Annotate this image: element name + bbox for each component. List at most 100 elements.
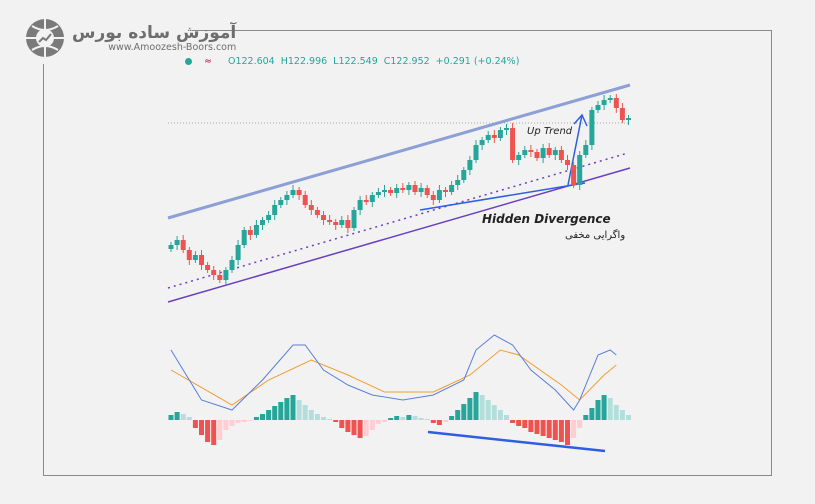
candle-body [241,230,247,245]
candle-body [302,195,308,205]
histogram-bar [192,420,198,428]
histogram-bar [479,395,485,420]
candle-body [473,145,479,160]
candle-body [558,150,564,160]
globe-chart-icon [26,19,64,57]
candle-body [406,185,412,190]
candle-body [351,210,357,228]
histogram-bar [467,398,473,420]
candle-body [589,110,595,145]
candle-body [272,205,278,215]
high-value: H122.996 [280,56,328,67]
candle-body [449,185,455,192]
histogram-bar [552,420,558,440]
histogram-bar [180,414,186,420]
candle-body [565,160,570,165]
histogram-bar [211,420,217,445]
candle-body [571,165,577,185]
up-arrow-line [567,114,583,186]
candle-body [180,240,186,250]
ohlc-legend: ≈ O122.604 H122.996 L122.549 C122.952 +0… [185,56,519,67]
candle-body [430,195,436,200]
candle-body [394,188,400,193]
candle-body [296,190,302,195]
hidden-divergence-label: Hidden Divergence [482,212,611,226]
candle-body [217,275,223,280]
candle-body [375,192,381,195]
histogram-bar [540,420,546,436]
candle-body [211,270,217,275]
histogram-bar [363,420,369,436]
histogram-bar [546,420,552,438]
candle-body [412,185,418,192]
histogram-bar [485,400,491,420]
histogram-bar [229,420,235,426]
dotted-trend-line [167,152,629,289]
candle-body [253,225,259,235]
histogram-bar [205,420,211,442]
histogram-bar [235,420,241,423]
chart-frame [43,30,772,476]
histogram-bar [333,420,339,422]
candle-body [327,220,333,222]
candle-body [613,98,619,108]
histogram-bar [430,420,436,423]
candle-body [205,265,211,270]
candle-body [583,145,589,155]
macd-line [170,334,617,411]
histogram-bar [321,417,326,420]
candle-body [546,148,552,155]
candle-body [382,190,387,192]
histogram-bar [595,400,601,420]
open-value: O122.604 [227,56,275,67]
histogram-bar [491,405,497,420]
histogram-bar [424,419,430,420]
candle-body [516,155,522,160]
histogram-bar [528,420,534,432]
histogram-bar [168,415,174,420]
histogram-bar [607,398,613,420]
histogram-bar [247,420,253,421]
candle-body [607,98,613,100]
change-value: +0.291 (+0.24%) [435,56,520,67]
candle-body [595,105,601,110]
candle-body [321,215,326,220]
histogram-bar [601,395,607,420]
divergence-price-line [419,182,586,211]
histogram-bar [516,420,522,426]
histogram-bar [339,420,345,428]
histogram-bar [522,420,528,428]
candle-body [174,240,180,245]
arrow-head-icon [573,113,588,127]
candle-body [363,200,369,202]
histogram-bar [241,420,247,422]
histogram-bar [302,405,308,420]
histogram-bar [217,420,223,440]
candle-body [168,245,174,249]
histogram-bar [455,410,461,420]
wave-icon: ≈ [204,56,212,67]
candle-body [485,135,491,140]
lower-channel-line [167,167,631,303]
histogram-bar [589,408,595,420]
histogram-bar [290,395,296,420]
histogram-bar [510,420,516,423]
candle-body [260,220,265,225]
candle-body [552,150,558,155]
histogram-bar [284,398,290,420]
candle-body [455,180,461,185]
candle-body [436,190,442,200]
histogram-bar [296,400,302,420]
candle-body [284,195,290,200]
signal-line [170,349,617,406]
histogram-bar [583,415,589,420]
histogram-bar [314,414,320,420]
candle-body [357,200,363,210]
candle-body [534,152,540,158]
candle-body [192,255,198,260]
histogram-bar [388,418,394,420]
histogram-bar [199,420,204,435]
histogram-bar [266,410,272,420]
candle-body [308,205,314,210]
